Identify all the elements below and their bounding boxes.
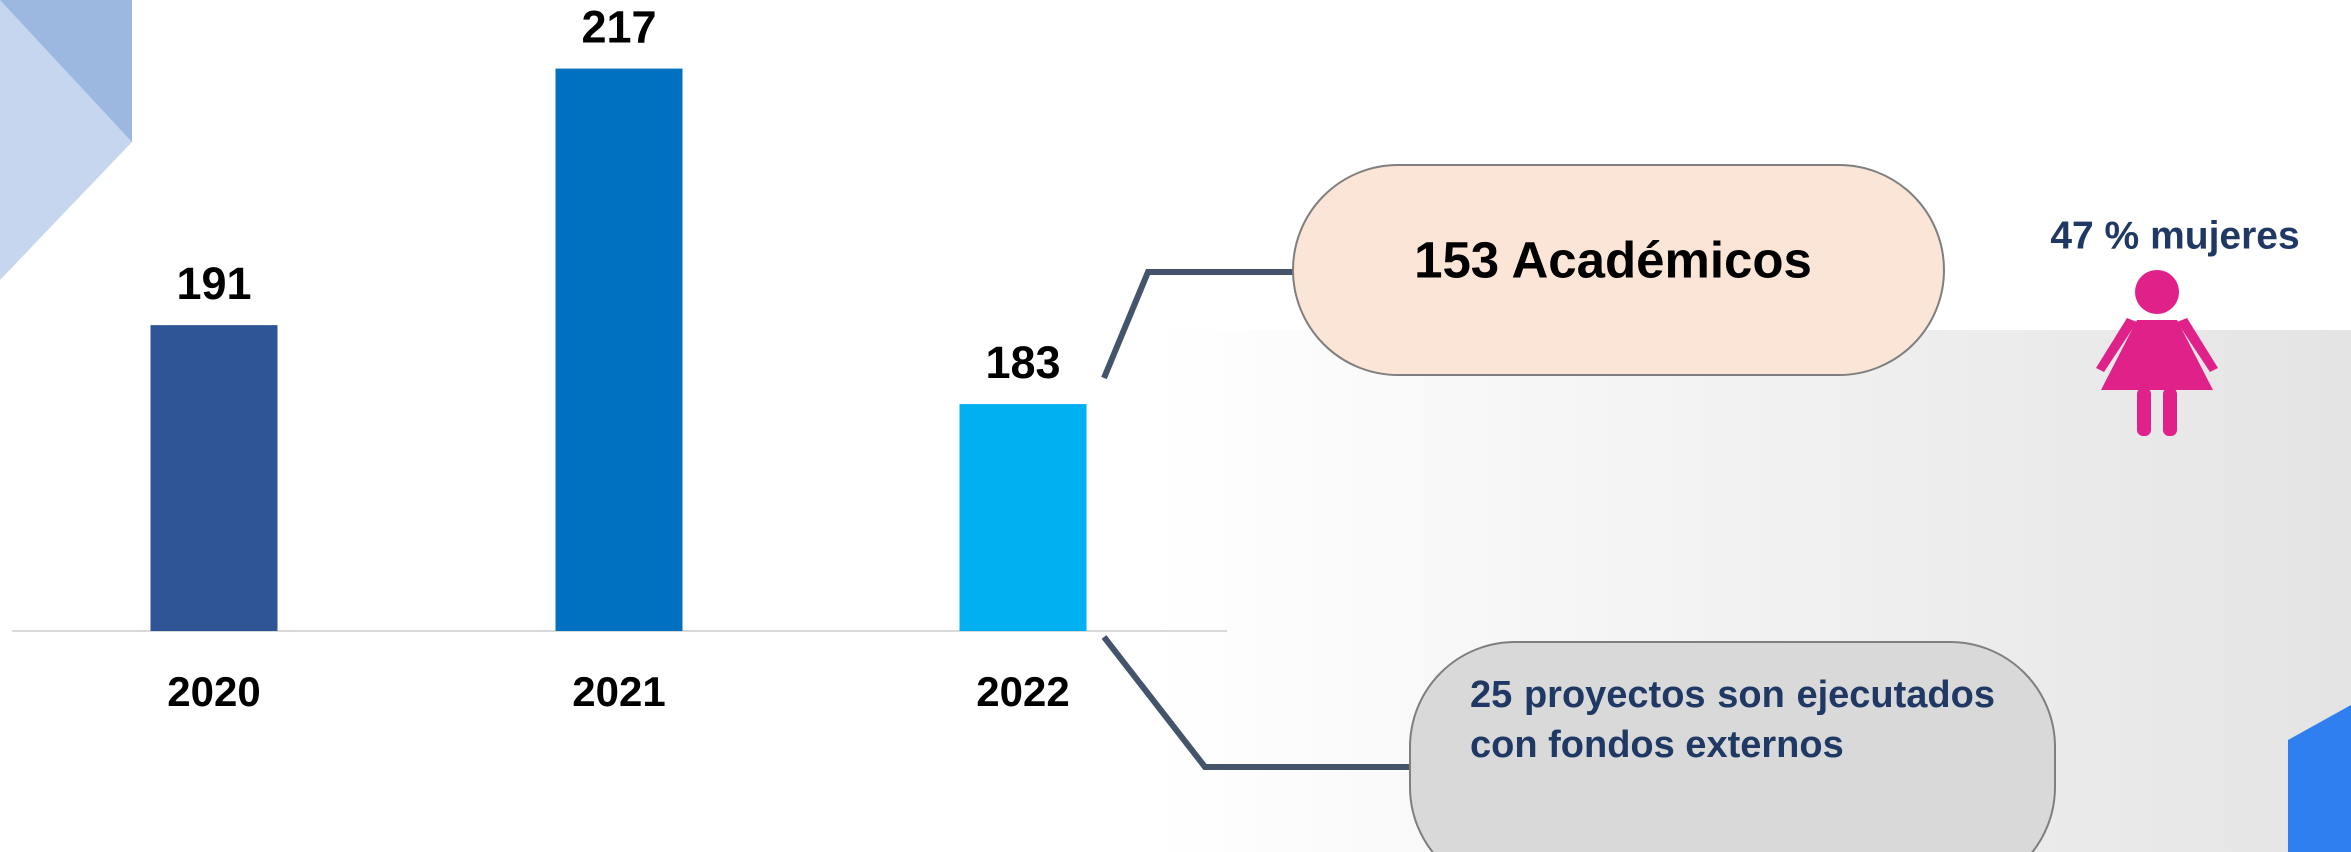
bar xyxy=(555,68,683,632)
bar xyxy=(959,404,1087,631)
connector xyxy=(1101,635,1410,770)
woman-icon xyxy=(2096,270,2218,436)
x-tick-label: 2022 xyxy=(976,668,1069,715)
academics-label: 153 Académicos xyxy=(1414,231,1812,288)
academics-pill xyxy=(1292,164,1945,376)
projects-label: 25 proyectos son ejecutados con fondos e… xyxy=(1470,674,1995,766)
projects-pill xyxy=(1409,641,2056,852)
value-label: 217 xyxy=(581,1,656,52)
x-tick-label: 2020 xyxy=(167,668,260,715)
connector xyxy=(1101,269,1293,380)
decor-triangle xyxy=(0,0,132,142)
decor-corner xyxy=(2288,705,2351,852)
value-label: 183 xyxy=(985,337,1060,388)
value-label: 191 xyxy=(176,258,251,309)
women-label: 47 % mujeres xyxy=(2050,214,2299,257)
x-tick-label: 2021 xyxy=(572,668,665,715)
bar xyxy=(150,325,278,631)
